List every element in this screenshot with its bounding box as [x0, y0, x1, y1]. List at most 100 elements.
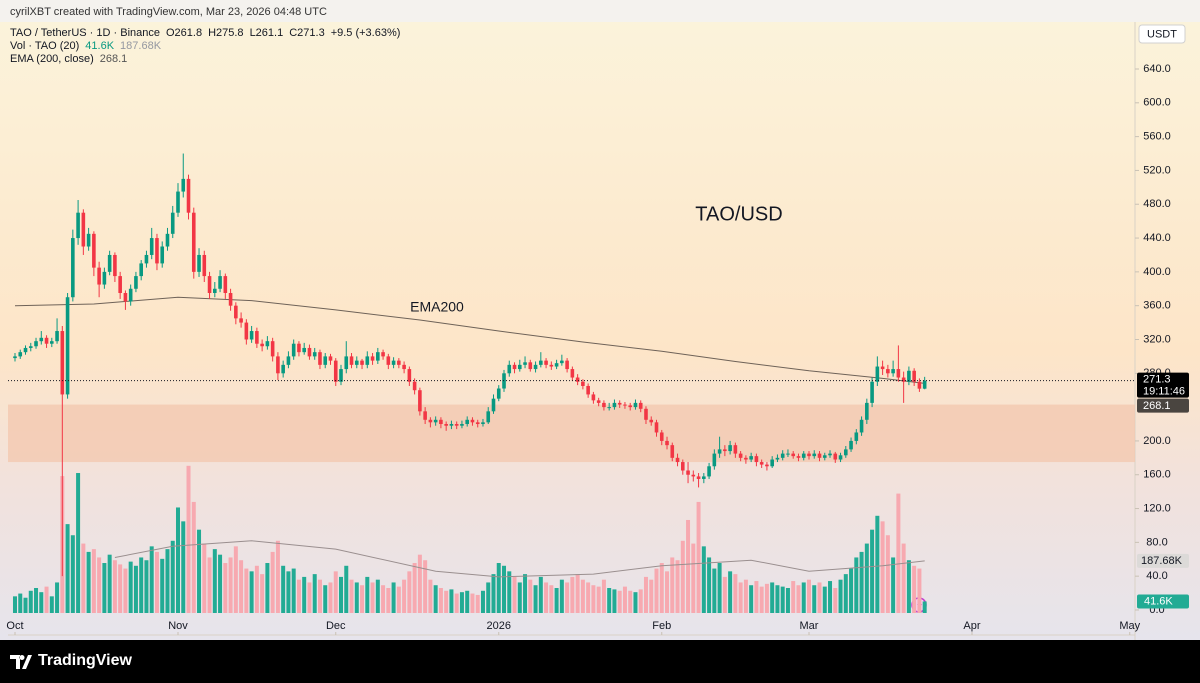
candle-body [854, 432, 859, 441]
volume-bar [612, 589, 617, 613]
candle-body [344, 356, 349, 370]
volume-bar [885, 535, 890, 613]
candle-body [644, 408, 648, 420]
candle-body [675, 457, 680, 463]
volume-bar [312, 574, 317, 613]
candle-body [880, 366, 885, 370]
volume-bar [817, 582, 822, 613]
volume-bar [76, 473, 81, 613]
volume-bar [696, 501, 701, 613]
volume-bar [859, 551, 864, 613]
volume-bar [591, 585, 596, 613]
candle-body [144, 254, 149, 264]
candle-body [496, 388, 501, 399]
volume-bar [806, 579, 811, 613]
y-tick-label: 200.0 [1143, 435, 1171, 447]
x-tick-label: Mar [800, 620, 819, 632]
candle-body [502, 373, 506, 389]
volume-bar [733, 574, 738, 613]
volume-bar [360, 585, 365, 613]
volume-bar [281, 565, 286, 613]
candle-body [570, 369, 575, 378]
candle-body [381, 352, 385, 357]
x-tick-label: Feb [652, 620, 671, 632]
brand: TradingView [38, 652, 133, 669]
candle-body [670, 445, 675, 458]
candle-body [160, 246, 165, 264]
volume-bar [791, 581, 796, 613]
volume-bar [549, 585, 554, 613]
y-tick-label: 320.0 [1143, 333, 1171, 345]
currency: USDT [1147, 28, 1177, 40]
candle-body [617, 402, 622, 405]
candle-body [376, 352, 380, 361]
volume-bar [722, 576, 727, 613]
volume-bar [770, 582, 775, 613]
candle-body [202, 254, 207, 277]
candle-body [638, 402, 643, 409]
candle-body [491, 398, 496, 412]
volume-bar [622, 586, 627, 613]
candle-body [276, 356, 280, 374]
volume-bar [480, 590, 485, 613]
volume-bar [307, 582, 312, 613]
volume-bar [570, 576, 575, 613]
volume-bar [833, 588, 838, 613]
ema-label[interactable]: EMA (200, close) [10, 53, 94, 65]
volume-bar [643, 576, 648, 613]
volume-bar [270, 551, 275, 613]
candle-body [386, 356, 391, 365]
volume-bar [249, 571, 254, 613]
volume-bar [207, 557, 212, 613]
candle-body [333, 360, 338, 382]
currency-box[interactable] [1138, 24, 1186, 44]
volume-bar [559, 579, 564, 613]
candle-body [507, 364, 512, 374]
volume-bar [454, 593, 459, 613]
x-tick-label: May [1119, 620, 1140, 632]
volume-bar [470, 593, 475, 613]
symbol[interactable]: TAO / TetherUS · 1D · Binance [10, 27, 160, 39]
volume-bar [181, 521, 186, 613]
candle-body [828, 453, 832, 456]
candle-body [859, 419, 864, 433]
volume-bar [801, 582, 806, 613]
candle-body [265, 341, 270, 347]
candle-body [181, 178, 186, 192]
candle-body [402, 364, 406, 370]
candle-body [791, 453, 796, 457]
volume-bar [796, 585, 801, 613]
candle-body [123, 292, 128, 302]
volume-bar [554, 588, 559, 613]
candle-body [23, 347, 28, 353]
volume-bar [628, 590, 633, 613]
background [0, 0, 1200, 640]
volume-ma-badge [1137, 553, 1189, 568]
volume-bar [170, 540, 175, 613]
candle-body [801, 453, 806, 458]
candle-body [444, 424, 448, 426]
volume-bar [901, 543, 906, 613]
y-tick-label: 440.0 [1143, 232, 1171, 244]
candle-body [186, 178, 191, 213]
volume-bar [512, 576, 517, 613]
volume-bar [880, 521, 885, 613]
volume-bar [754, 581, 759, 613]
candle-body [833, 453, 838, 460]
candle-body [18, 352, 23, 357]
volume-bar [743, 579, 748, 613]
volume-bar [365, 576, 370, 613]
volume-bar [328, 582, 333, 613]
volume-bar [565, 582, 570, 613]
volume-bar [759, 586, 764, 613]
candle-body [738, 453, 743, 458]
candle-body [291, 343, 296, 357]
volume-bar [428, 579, 433, 613]
volume-bar [55, 582, 60, 613]
volume-label[interactable]: Vol · TAO (20) [10, 40, 80, 52]
volume-bar [339, 576, 344, 613]
volume-bar [544, 582, 549, 613]
candle-body [44, 337, 49, 344]
volume-value: 41.6K [85, 40, 115, 52]
